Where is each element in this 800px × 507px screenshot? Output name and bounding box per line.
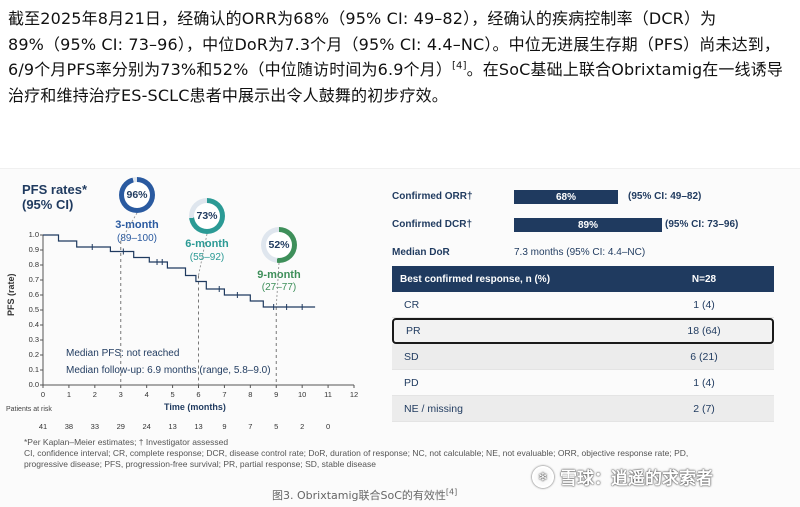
pfs-6month-ring: 73% [189,198,225,234]
patients-at-risk-value: 9 [222,422,227,431]
y-tick-label: 0.2 [28,350,39,359]
y-tick-label: 0.0 [28,380,39,389]
table-row-pr: PR 18 (64) [392,318,774,344]
orr-ci: (95% CI: 49–82) [628,191,702,202]
y-tick-label: 0.8 [28,260,39,269]
table-row-sd: SD 6 (21) [392,344,774,370]
x-tick-label: 1 [66,390,71,399]
patients-at-risk-label: Patients at risk [6,406,52,413]
x-tick-label: 12 [349,390,359,399]
snowball-logo-icon: ❄ [532,465,554,488]
x-tick-label: 6 [196,390,201,399]
x-tick-label: 0 [40,390,46,399]
median-followup-note: Median follow-up: 6.9 months (range, 5.8… [66,365,271,376]
orr-bar: 68% [514,190,618,204]
x-tick-label: 4 [144,390,149,399]
x-tick-label: 7 [222,390,227,399]
dcr-bar: 89% [514,218,662,232]
median-dor-value: 7.3 months (95% CI: 4.4–NC) [514,247,646,258]
median-pfs-note: Median PFS: not reached [66,348,180,359]
patients-at-risk-value: 5 [274,422,279,431]
pfs-title: PFS rates* (95% CI) [22,182,88,212]
table-row-ne: NE / missing 2 (7) [392,396,774,422]
x-tick-label: 3 [118,390,123,399]
y-tick-label: 0.3 [28,335,39,344]
patients-at-risk-value: 13 [194,422,203,431]
pfs-3month-label: 3-month [115,219,159,231]
pfs-9month-ring: 52% [261,227,297,263]
patients-at-risk-value: 7 [248,422,253,431]
patients-at-risk-value: 0 [325,422,331,431]
y-tick-label: 0.1 [28,365,39,374]
dcr-ci: (95% CI: 73–96) [665,219,739,230]
x-tick-label: 2 [92,390,97,399]
pfs-6month-ci: (55–92) [189,252,225,263]
y-tick-label: 0.6 [28,290,39,299]
pfs-3month-ring: 96% [119,177,155,213]
x-tick-label: 11 [324,390,332,399]
table-row-pd: PD 1 (4) [392,370,774,396]
x-axis-label: Time (months) [164,402,226,412]
table-row-cr: CR 1 (4) [392,292,774,318]
patients-at-risk-value: 33 [90,422,99,431]
y-tick-label: 0.7 [28,275,39,284]
pfs-9month-label: 9-month [257,269,301,281]
y-tick-label: 1.0 [28,230,39,239]
pfs-6month-label: 6-month [185,238,229,250]
watermark: ❄ 雪球：逍遥的求索者 [532,464,713,489]
citation-ref: [4] [452,60,467,72]
patients-at-risk-value: 24 [142,422,151,431]
x-tick-label: 5 [170,390,175,399]
figure-caption: 图3. Obrixtamig联合SoC的有效性[4] [272,487,458,502]
patients-at-risk-value: 13 [168,422,177,431]
response-table: Best confirmed response, n (%) N=28 CR 1 … [392,266,774,422]
y-tick-label: 0.4 [28,320,39,329]
y-tick-label: 0.9 [28,245,39,254]
patients-at-risk-value: 38 [64,422,74,431]
patients-at-risk-value: 29 [116,422,125,431]
x-tick-label: 8 [248,390,253,399]
efficacy-figure: PFS rates* (95% CI) 96% 3-month (89–100)… [0,168,800,507]
y-tick-label: 0.5 [28,305,39,314]
pfs-9month-ci: (27–77) [261,282,297,293]
x-tick-label: 10 [297,390,307,399]
confirmed-dcr-label: Confirmed DCR† [392,219,473,230]
x-tick-label: 9 [274,390,279,399]
median-dor-label: Median DoR [392,247,450,258]
pfs-3month-ci: (89–100) [116,233,158,244]
y-axis-label: PFS (rate) [6,273,16,316]
table-header: Best confirmed response, n (%) N=28 [392,266,774,292]
confirmed-orr-label: Confirmed ORR† [392,191,473,202]
patients-at-risk-value: 2 [300,422,305,431]
body-paragraph: 截至2025年8月21日，经确认的ORR为68%（95% CI: 49–82），… [8,9,784,105]
footnote: *Per Kaplan–Meier estimates; † Investiga… [24,437,689,469]
patients-at-risk-value: 41 [38,422,48,431]
